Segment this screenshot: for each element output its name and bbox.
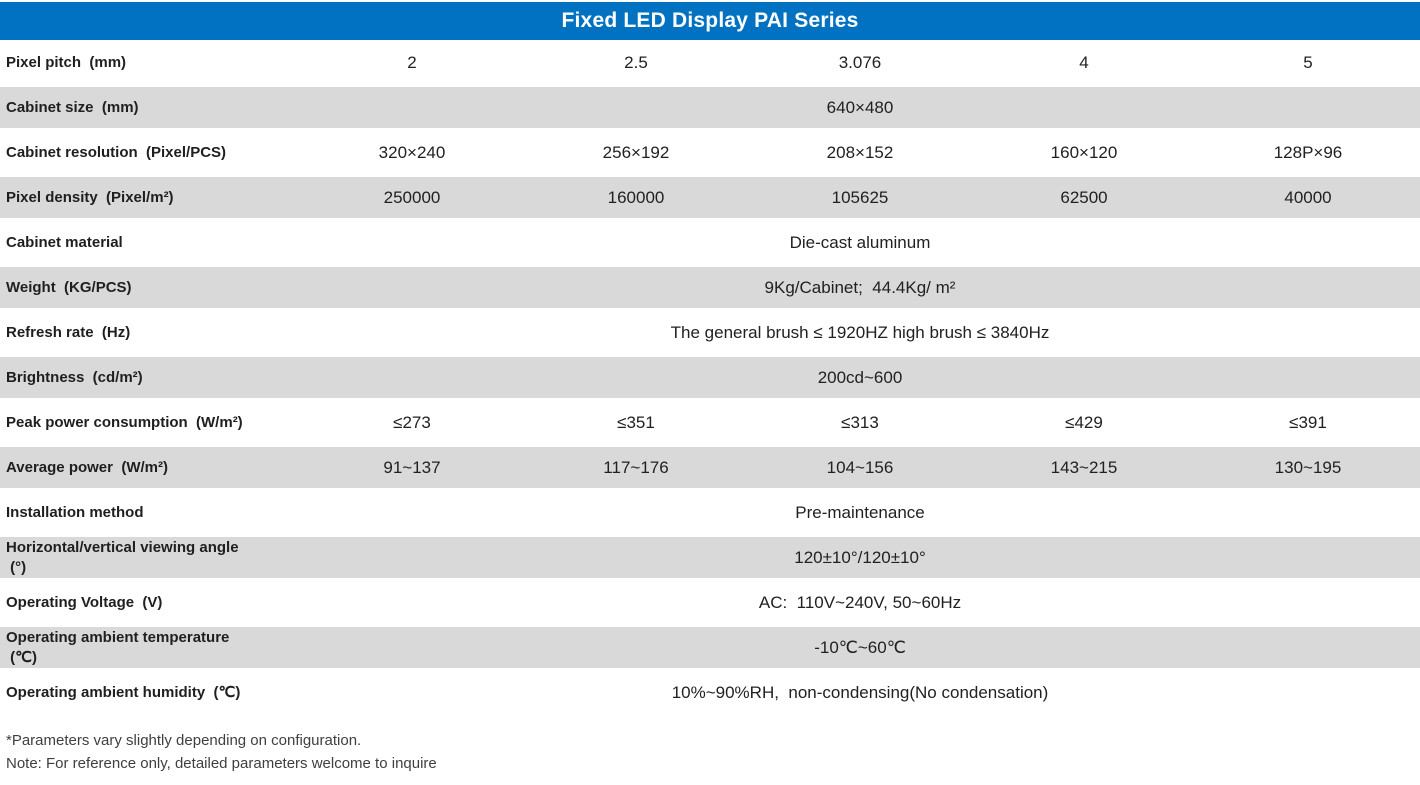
pixel-pitch-value: 3.076 xyxy=(838,52,882,72)
table-row-ambient-humidity: Operating ambient humidity (℃) 10%~90%RH… xyxy=(0,670,1420,715)
pixel-pitch-value: 2 xyxy=(407,52,417,72)
table-row-average-power: Average power (W/m²) 91~137 117~176 104~… xyxy=(0,445,1420,490)
row-label: Pixel density (Pixel/m²) xyxy=(6,188,174,206)
cabinet-resolution-value: 160×120 xyxy=(1050,142,1118,162)
pixel-pitch-value: 4 xyxy=(1079,52,1089,72)
footnotes: *Parameters vary slightly depending on c… xyxy=(6,729,1420,775)
weight-value: 9Kg/Cabinet; 44.4Kg/ m² xyxy=(764,277,956,297)
pixel-density-value: 62500 xyxy=(1060,187,1108,207)
average-power-value: 91~137 xyxy=(383,457,441,477)
operating-voltage-value: AC: 110V~240V, 50~60Hz xyxy=(758,592,962,612)
footnote-parameters: *Parameters vary slightly depending on c… xyxy=(6,732,362,749)
title-bar: Fixed LED Display PAI Series xyxy=(0,2,1420,40)
table-row-cabinet-resolution: Cabinet resolution (Pixel/PCS) 320×240 2… xyxy=(0,130,1420,175)
row-label: Cabinet resolution (Pixel/PCS) xyxy=(6,143,227,161)
row-label: Refresh rate (Hz) xyxy=(6,323,131,341)
row-label: Cabinet size (mm) xyxy=(6,98,139,116)
average-power-value: 143~215 xyxy=(1050,457,1118,477)
row-label: Operating Voltage (V) xyxy=(6,593,163,611)
cabinet-resolution-value: 256×192 xyxy=(602,142,670,162)
pixel-pitch-value: 5 xyxy=(1303,52,1313,72)
ambient-temperature-value: -10℃~60℃ xyxy=(814,637,906,657)
row-label: Weight (KG/PCS) xyxy=(6,278,132,296)
pixel-density-value: 160000 xyxy=(607,187,665,207)
table-row-brightness: Brightness (cd/m²) 200cd~600 xyxy=(0,355,1420,400)
average-power-value: 130~195 xyxy=(1274,457,1342,477)
ambient-humidity-value: 10%~90%RH, non-condensing(No condensatio… xyxy=(671,682,1049,702)
table-row-weight: Weight (KG/PCS) 9Kg/Cabinet; 44.4Kg/ m² xyxy=(0,265,1420,310)
pixel-density-value: 250000 xyxy=(383,187,441,207)
table-row-installation-method: Installation method Pre-maintenance xyxy=(0,490,1420,535)
cabinet-resolution-value: 208×152 xyxy=(826,142,894,162)
page-title: Fixed LED Display PAI Series xyxy=(561,9,859,32)
pixel-density-value: 105625 xyxy=(831,187,889,207)
row-label: Installation method xyxy=(6,503,144,521)
table-row-viewing-angle: Horizontal/vertical viewing angle (°) 12… xyxy=(0,535,1420,580)
table-row-refresh-rate: Refresh rate (Hz) The general brush ≤ 19… xyxy=(0,310,1420,355)
cabinet-size-value: 640×480 xyxy=(826,97,894,117)
peak-power-value: ≤313 xyxy=(841,412,879,432)
row-label: Average power (W/m²) xyxy=(6,458,168,476)
peak-power-value: ≤273 xyxy=(393,412,431,432)
table-row-ambient-temperature: Operating ambient temperature (℃) -10℃~6… xyxy=(0,625,1420,670)
peak-power-value: ≤351 xyxy=(617,412,655,432)
row-label: Pixel pitch (mm) xyxy=(6,53,127,71)
pixel-pitch-value: 2.5 xyxy=(624,52,648,72)
row-label: Operating ambient humidity (℃) xyxy=(6,683,241,701)
installation-method-value: Pre-maintenance xyxy=(795,502,925,522)
row-label: Operating ambient temperature (℃) xyxy=(6,628,230,666)
spec-table: Pixel pitch (mm) 2 2.5 3.076 4 5 Cabinet… xyxy=(0,40,1420,715)
table-row-cabinet-size: Cabinet size (mm) 640×480 xyxy=(0,85,1420,130)
footnote-reference: Note: For reference only, detailed param… xyxy=(6,755,437,772)
table-row-pixel-pitch: Pixel pitch (mm) 2 2.5 3.076 4 5 xyxy=(0,40,1420,85)
peak-power-value: ≤391 xyxy=(1289,412,1327,432)
table-row-pixel-density: Pixel density (Pixel/m²) 250000 160000 1… xyxy=(0,175,1420,220)
average-power-value: 104~156 xyxy=(826,457,894,477)
row-label: Peak power consumption (W/m²) xyxy=(6,413,243,431)
viewing-angle-value: 120±10°/120±10° xyxy=(794,547,926,567)
refresh-rate-value: The general brush ≤ 1920HZ high brush ≤ … xyxy=(670,322,1050,342)
pixel-density-value: 40000 xyxy=(1284,187,1332,207)
brightness-value: 200cd~600 xyxy=(817,367,903,387)
cabinet-resolution-value: 320×240 xyxy=(378,142,446,162)
table-row-operating-voltage: Operating Voltage (V) AC: 110V~240V, 50~… xyxy=(0,580,1420,625)
table-row-cabinet-material: Cabinet material Die-cast aluminum xyxy=(0,220,1420,265)
table-row-peak-power: Peak power consumption (W/m²) ≤273 ≤351 … xyxy=(0,400,1420,445)
average-power-value: 117~176 xyxy=(603,457,669,477)
row-label: Horizontal/vertical viewing angle (°) xyxy=(6,538,239,576)
row-label: Cabinet material xyxy=(6,233,123,251)
cabinet-material-value: Die-cast aluminum xyxy=(789,232,931,252)
peak-power-value: ≤429 xyxy=(1065,412,1103,432)
cabinet-resolution-value: 128P×96 xyxy=(1273,142,1343,162)
row-label: Brightness (cd/m²) xyxy=(6,368,143,386)
